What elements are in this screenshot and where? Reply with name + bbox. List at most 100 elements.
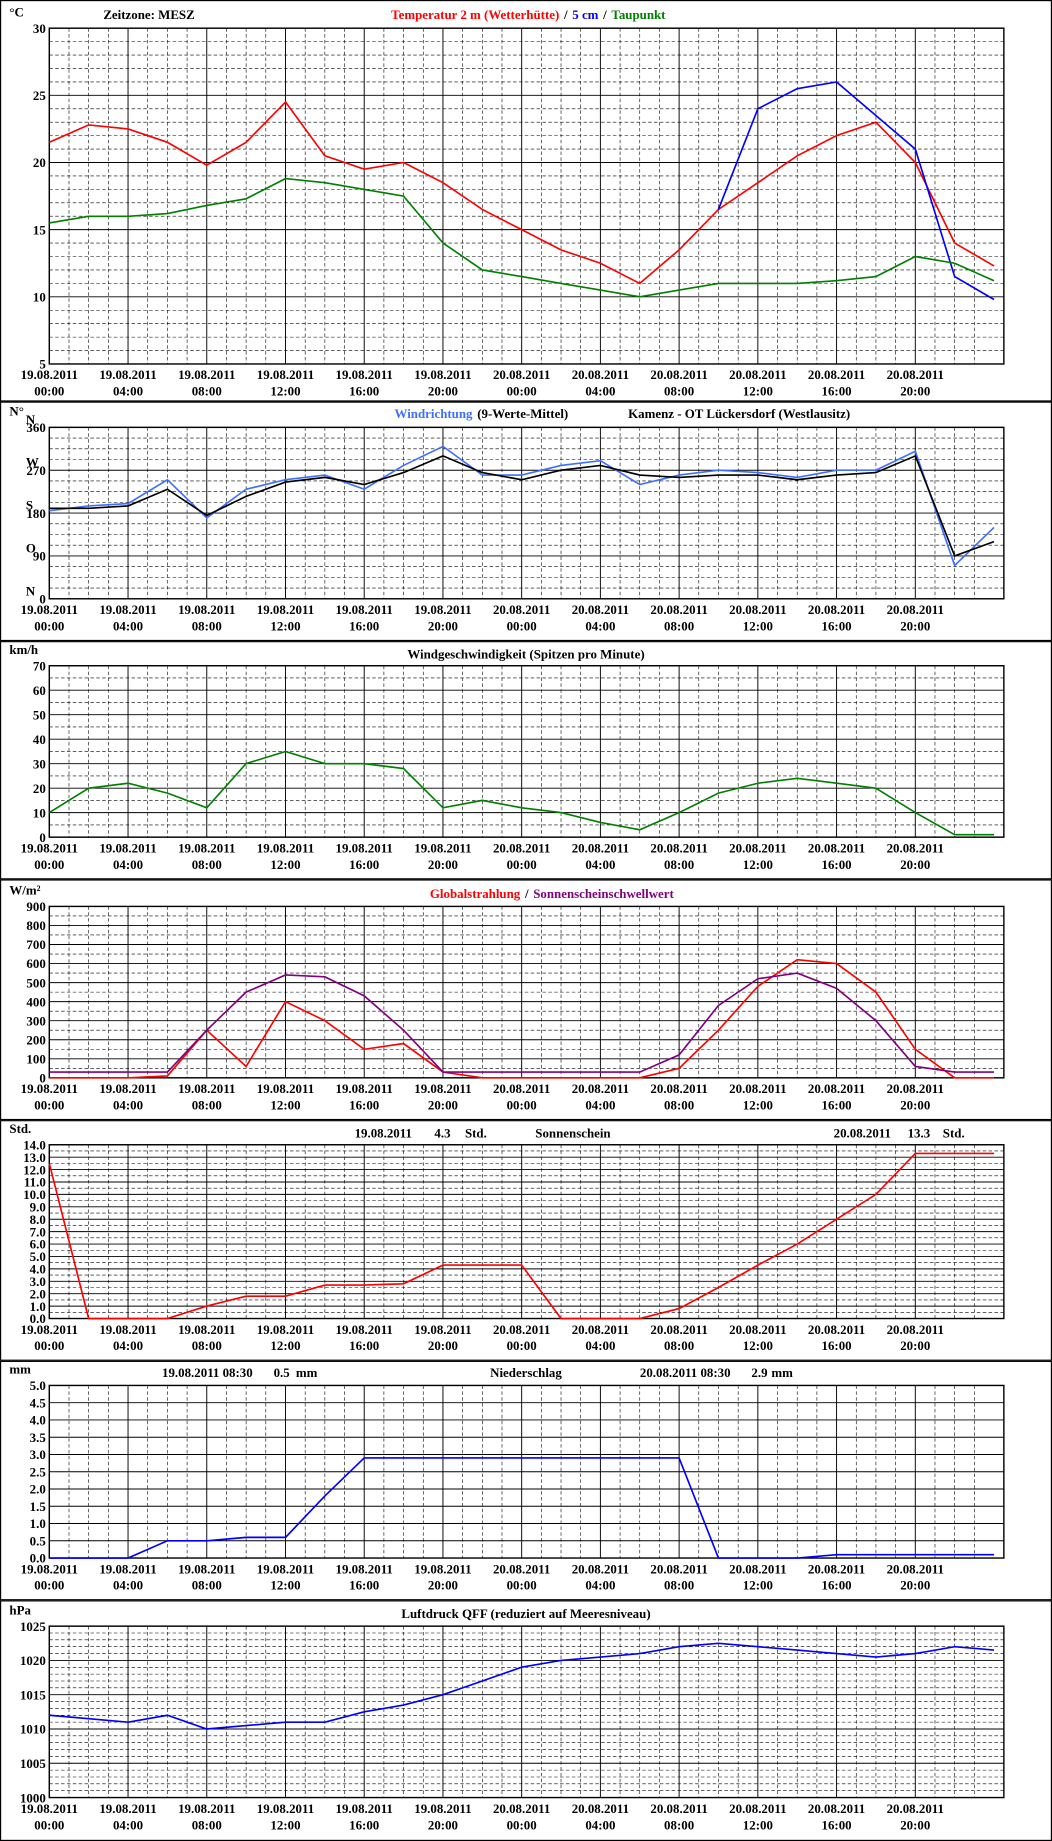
panel-frame bbox=[0, 879, 1052, 1121]
x-tick-label: 20.08.2011 08:00 bbox=[650, 1322, 707, 1353]
x-tick-label: 20.08.2011 16:00 bbox=[808, 1801, 865, 1832]
y-tick-label: 800 bbox=[26, 918, 45, 933]
y-tick-label: 500 bbox=[26, 975, 45, 990]
x-tick-label: 20.08.2011 08:00 bbox=[650, 602, 707, 633]
series-line bbox=[49, 1642, 995, 1730]
unit-label: W/m² bbox=[9, 883, 40, 898]
panel-frame bbox=[0, 0, 1052, 402]
legend: Temperatur 2 m (Wetterhütte) / 5 cm / Taupun… bbox=[391, 7, 666, 22]
x-tick-label: 19.08.2011 20:00 bbox=[414, 1561, 471, 1592]
x-tick-label: 19.08.2011 00:00 bbox=[21, 840, 78, 871]
x-tick-label: 19.08.2011 04:00 bbox=[99, 1081, 156, 1112]
x-tick-label: 19.08.2011 12:00 bbox=[257, 1081, 314, 1112]
unit-label: Std. bbox=[9, 1121, 31, 1136]
legend-entry: 5 cm bbox=[572, 7, 598, 22]
y-tick-label: 2.5 bbox=[30, 1464, 46, 1479]
y-tick-label: 10 bbox=[33, 805, 46, 820]
y-tick-label: 0 bbox=[39, 830, 45, 845]
plot-frame bbox=[48, 27, 1005, 365]
y-tick-label: 4.0 bbox=[30, 1262, 46, 1277]
x-tick-label: 20.08.2011 04:00 bbox=[572, 1081, 629, 1112]
y-tick-label: 5.0 bbox=[30, 1249, 46, 1264]
x-tick-label: 20.08.2011 00:00 bbox=[493, 1561, 550, 1592]
x-tick-label: 20.08.2011 12:00 bbox=[729, 840, 786, 871]
y-tick-label: 40 bbox=[33, 732, 46, 747]
x-tick-label: 19.08.2011 00:00 bbox=[21, 1801, 78, 1832]
x-tick-label: 19.08.2011 12:00 bbox=[257, 840, 314, 871]
y-tick-label: 1000 bbox=[20, 1790, 46, 1805]
x-tick-label: 19.08.2011 08:00 bbox=[178, 367, 235, 398]
y-tick-label: 20 bbox=[33, 155, 46, 170]
series-line bbox=[48, 100, 995, 285]
x-tick-label: 20.08.2011 04:00 bbox=[572, 1561, 629, 1592]
legend-entry: Temperatur 2 m (Wetterhütte) bbox=[391, 7, 559, 22]
y-tick-label: 1.5 bbox=[30, 1499, 46, 1514]
x-tick-label: 20.08.2011 16:00 bbox=[808, 1322, 865, 1353]
legend-entry: Globalstrahlung bbox=[430, 886, 521, 901]
unit-label: mm bbox=[9, 1362, 31, 1377]
y-tick-label: 4.0 bbox=[30, 1413, 46, 1428]
x-tick-label: 20.08.2011 04:00 bbox=[572, 1801, 629, 1832]
x-tick-label: 20.08.2011 12:00 bbox=[729, 602, 786, 633]
x-tick-label: 20.08.2011 00:00 bbox=[493, 840, 550, 871]
series-line bbox=[49, 1457, 994, 1559]
annotation-unit: Std. bbox=[465, 1126, 487, 1141]
x-tick-label: 19.08.2011 08:00 bbox=[178, 1561, 235, 1592]
y-tick-label: 5 bbox=[39, 357, 45, 372]
series-line bbox=[48, 1152, 994, 1320]
y-tick-label: 13.0 bbox=[23, 1150, 46, 1165]
x-tick-label: 19.08.2011 08:00 bbox=[178, 1322, 235, 1353]
x-tick-label: 20.08.2011 04:00 bbox=[572, 840, 629, 871]
plot-frame bbox=[48, 1625, 1005, 1799]
plot-frame bbox=[48, 1144, 1005, 1320]
y-tick-label: 1010 bbox=[20, 1722, 46, 1737]
legend-entry: Windrichtung bbox=[395, 406, 473, 421]
x-tick-label: 20.08.2011 12:00 bbox=[729, 1322, 786, 1353]
y-tick-label: 100 bbox=[26, 1051, 45, 1066]
annotation-value: 0.5 bbox=[274, 1365, 290, 1380]
x-tick-label: 19.08.2011 20:00 bbox=[414, 1081, 471, 1112]
x-tick-label: 19.08.2011 08:00 bbox=[178, 1801, 235, 1832]
x-tick-label: 19.08.2011 08:00 bbox=[178, 840, 235, 871]
y-tick-label: 14.0 bbox=[23, 1137, 46, 1152]
y-tick-label: 0.5 bbox=[30, 1533, 46, 1548]
y-tick-label: 70 bbox=[33, 658, 46, 673]
legend-separator: / bbox=[524, 886, 529, 901]
x-tick-label: 20.08.2011 08:00 bbox=[650, 367, 707, 398]
compass-label: S bbox=[26, 498, 33, 513]
y-tick-label: 30 bbox=[33, 21, 46, 36]
x-tick-label: 19.08.2011 00:00 bbox=[21, 1081, 78, 1112]
x-tick-label: 19.08.2011 04:00 bbox=[99, 1801, 156, 1832]
y-tick-label: 600 bbox=[26, 956, 45, 971]
y-tick-label: 0.0 bbox=[30, 1551, 46, 1566]
x-tick-label: 20.08.2011 08:00 bbox=[650, 1081, 707, 1112]
y-tick-label: 200 bbox=[26, 1032, 45, 1047]
y-tick-label: 7.0 bbox=[30, 1224, 46, 1239]
x-tick-label: 20.08.2011 20:00 bbox=[887, 840, 944, 871]
series-line bbox=[49, 454, 995, 557]
x-tick-label: 20.08.2011 16:00 bbox=[808, 840, 865, 871]
x-tick-label: 19.08.2011 00:00 bbox=[21, 1322, 78, 1353]
panel-frame bbox=[0, 641, 1052, 880]
x-tick-label: 19.08.2011 08:00 bbox=[178, 1081, 235, 1112]
y-tick-label: 0.0 bbox=[30, 1311, 46, 1326]
legend: Windrichtung (9-Werte-Mittel) bbox=[395, 406, 569, 421]
x-tick-label: 20.08.2011 20:00 bbox=[887, 367, 944, 398]
x-tick-label: 19.08.2011 12:00 bbox=[257, 1801, 314, 1832]
y-tick-label: 90 bbox=[33, 549, 46, 564]
x-tick-label: 20.08.2011 04:00 bbox=[572, 602, 629, 633]
x-tick-label: 19.08.2011 04:00 bbox=[99, 367, 156, 398]
x-tick-label: 19.08.2011 08:00 bbox=[178, 602, 235, 633]
y-tick-label: 4.5 bbox=[30, 1395, 46, 1410]
y-tick-label: 1015 bbox=[20, 1687, 46, 1702]
y-tick-label: 180 bbox=[26, 506, 45, 521]
annotation-unit: mm bbox=[771, 1365, 793, 1380]
annotation-value: 2.9 bbox=[751, 1365, 767, 1380]
y-tick-label: 15 bbox=[33, 222, 46, 237]
annotation-unit: mm bbox=[296, 1365, 318, 1380]
y-tick-label: 5.0 bbox=[30, 1378, 46, 1393]
plot-frame bbox=[48, 665, 1005, 838]
legend-separator: / bbox=[602, 7, 607, 22]
x-tick-label: 20.08.2011 00:00 bbox=[493, 367, 550, 398]
